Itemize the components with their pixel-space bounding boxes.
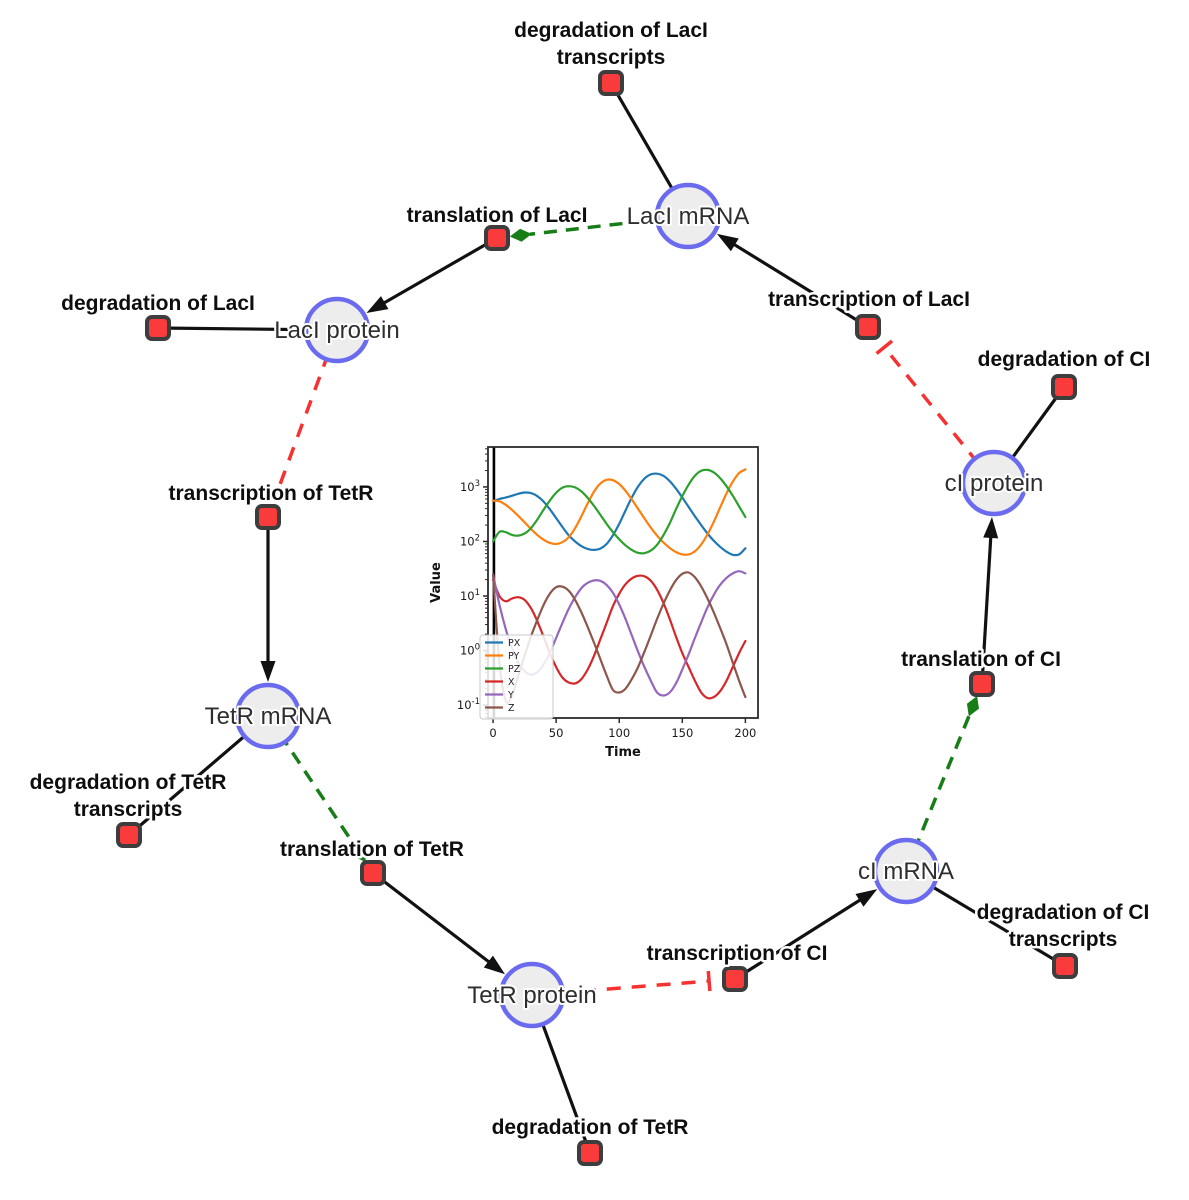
species-node-laci-protein[interactable] <box>303 296 371 364</box>
reaction-label-deg-ci: degradation of CI <box>978 348 1151 371</box>
chart-series-X <box>491 574 747 700</box>
production-arrowhead-icon <box>983 516 999 539</box>
chart-series-PZ <box>491 468 747 555</box>
species-label-laci-mrna: LacI mRNA <box>627 203 750 230</box>
reaction-label-deg-laci-transcripts: degradation of LacI transcripts <box>514 19 708 69</box>
legend-label-Z: Z <box>508 703 515 714</box>
edge-transl-laci-to-laci-protein <box>366 236 498 314</box>
chart-series-Z <box>491 571 747 704</box>
reaction-label-transc-laci: transcription of LacI <box>768 288 970 311</box>
label-layer: LacI mRNA LacI protein TetR mRNA TetR prote… <box>27 17 1153 1142</box>
production-edge <box>728 239 869 329</box>
edge-transc-ci-to-ci-mrna <box>734 889 878 981</box>
species-label-tetr-mrna: TetR mRNA <box>205 703 332 730</box>
x-tick-label: 200 <box>734 726 756 740</box>
x-axis: 0 50 100 150 200 <box>489 718 756 740</box>
modifier-diamond-icon <box>966 696 979 717</box>
y-tick-label: 101 <box>460 588 480 603</box>
reaction-label-transl-laci: translation of LacI <box>407 204 588 227</box>
reaction-label-deg-tetr: degradation of TetR <box>492 1116 689 1139</box>
species-label-laci-protein: LacI protein <box>274 317 399 344</box>
reaction-label-deg-ci-transcripts: degradation of CI transcripts <box>977 901 1150 951</box>
chart-series-PY <box>491 468 747 556</box>
x-axis-title: Time <box>605 745 641 760</box>
x-tick-label: 100 <box>608 726 630 740</box>
reaction-node-deg-tetr-transcripts[interactable] <box>116 822 142 848</box>
species-node-ci-mrna[interactable] <box>872 837 940 905</box>
reaction-node-transc-tetr[interactable] <box>255 504 281 530</box>
production-arrowhead-icon <box>855 889 878 907</box>
reaction-node-deg-laci[interactable] <box>145 315 171 341</box>
node-layer <box>116 70 1078 1166</box>
species-label-ci-mrna: cI mRNA <box>858 858 954 885</box>
reaction-label-transc-ci: transcription of CI <box>647 942 828 965</box>
x-tick-label: 150 <box>671 726 693 740</box>
y-tick-label: 103 <box>460 479 480 494</box>
species-node-tetr-protein[interactable] <box>498 961 566 1029</box>
production-arrowhead-icon <box>483 955 506 975</box>
reaction-node-transl-ci[interactable] <box>969 671 995 697</box>
production-edge <box>372 871 495 968</box>
edge-transc-laci-to-laci-mrna <box>716 233 869 329</box>
species-node-tetr-mrna[interactable] <box>234 682 302 750</box>
modifier-diamond-icon <box>353 843 366 863</box>
y-axis: 10-1 100 101 102 103 <box>457 448 488 718</box>
legend-label-PY: PY <box>508 651 520 662</box>
reaction-node-transl-laci[interactable] <box>484 225 510 251</box>
production-edge <box>377 236 498 308</box>
chart-series-PX <box>491 472 747 557</box>
species-node-laci-mrna[interactable] <box>654 182 722 250</box>
production-arrowhead-icon <box>366 296 389 314</box>
species-label-tetr-protein: TetR protein <box>467 982 596 1009</box>
y-tick-label: 10-1 <box>457 697 480 712</box>
edge-transc-tetr-to-tetr-mrna <box>260 517 276 682</box>
legend-label-Y: Y <box>507 690 514 701</box>
x-tick-label: 0 <box>489 726 496 740</box>
reaction-node-transl-tetr[interactable] <box>360 860 386 886</box>
production-edge <box>980 530 993 685</box>
reaction-label-transc-tetr: transcription of TetR <box>169 482 374 505</box>
y-tick-label: 102 <box>460 533 480 548</box>
x-tick-label: 50 <box>549 726 564 740</box>
reaction-node-transc-ci[interactable] <box>722 966 748 992</box>
inhibitor-tbar-icon <box>706 970 712 992</box>
edge-transl-tetr-to-tetr-protein <box>372 871 506 975</box>
simulation-inset-chart: 0 50 100 150 20010-1100101102103TimeValuePXP… <box>429 446 759 760</box>
reaction-node-deg-ci[interactable] <box>1051 374 1077 400</box>
inhibitor-tbar-icon <box>875 339 894 355</box>
reaction-node-transc-laci[interactable] <box>855 314 881 340</box>
reaction-node-deg-tetr[interactable] <box>577 1140 603 1166</box>
production-arrowhead-icon <box>260 661 276 682</box>
reaction-label-transl-tetr: translation of TetR <box>280 838 464 861</box>
edge-transl-ci-to-ci-protein <box>980 516 999 685</box>
y-axis-title: Value <box>429 562 444 603</box>
reaction-label-deg-laci: degradation of LacI <box>61 292 255 315</box>
reaction-node-deg-laci-transcripts[interactable] <box>598 70 624 96</box>
production-arrowhead-icon <box>716 233 739 252</box>
production-edge <box>734 895 867 981</box>
chart-legend: PX PY PZ XYZ <box>479 634 554 720</box>
reaction-label-transl-ci: translation of CI <box>901 648 1061 671</box>
species-label-ci-protein: cI protein <box>945 470 1044 497</box>
inhibitor-tbar-icon <box>267 487 287 498</box>
reaction-node-deg-ci-transcripts[interactable] <box>1052 953 1078 979</box>
modifier-diamond-icon <box>509 228 532 242</box>
reaction-label-deg-tetr-transcripts: degradation of TetR transcripts <box>30 771 227 821</box>
legend-label-PX: PX <box>508 638 521 649</box>
legend-label-PZ: PZ <box>508 664 521 675</box>
species-node-ci-protein[interactable] <box>960 449 1028 517</box>
plot-frame <box>487 446 759 719</box>
y-tick-label: 100 <box>460 643 480 658</box>
legend-label-X: X <box>508 677 515 688</box>
